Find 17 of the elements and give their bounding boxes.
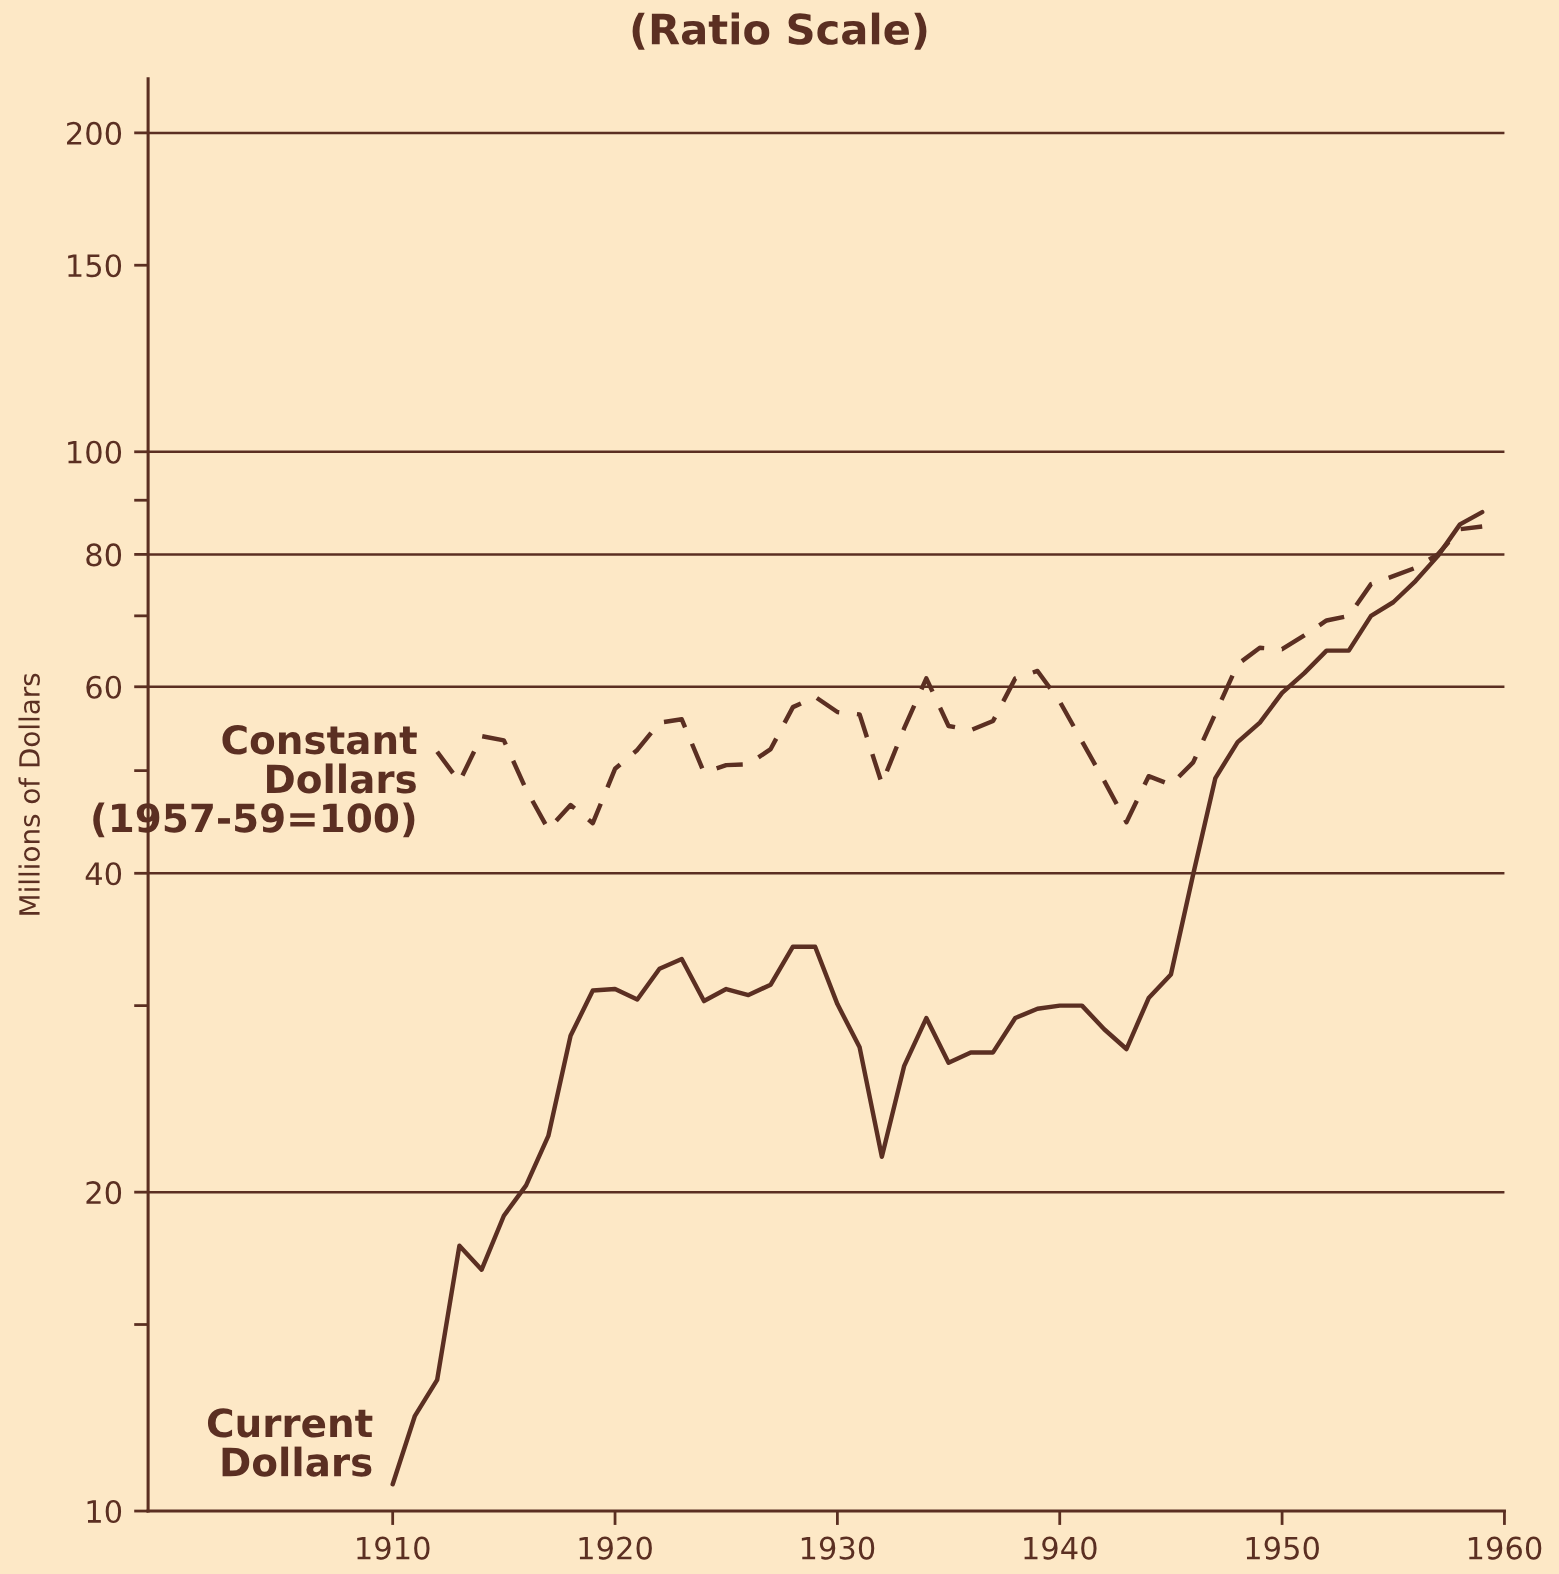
chart-title: (Ratio Scale) xyxy=(632,12,927,50)
x-tick-label: 1950 xyxy=(1246,1536,1319,1560)
y-tick-label: 60 xyxy=(86,675,122,699)
x-tick-label: 1920 xyxy=(579,1536,652,1560)
x-tick-label: 1930 xyxy=(801,1536,875,1560)
y-tick-label: 80 xyxy=(86,543,122,567)
y-tick-label: 150 xyxy=(68,254,122,278)
y-tick-label: 200 xyxy=(67,121,122,145)
x-tick-label: 1910 xyxy=(357,1536,430,1560)
y-tick-label: 20 xyxy=(86,1181,122,1205)
y-tick-label: 100 xyxy=(68,440,122,464)
x-tick-label: 1960 xyxy=(1468,1536,1542,1560)
series-label: Current Dollars xyxy=(207,1408,373,1477)
y-axis-title: Millions of Dollars xyxy=(18,673,40,915)
x-tick-label: 1940 xyxy=(1024,1536,1097,1560)
y-tick-label: 10 xyxy=(87,1499,122,1524)
y-tick-label: 40 xyxy=(85,862,122,886)
